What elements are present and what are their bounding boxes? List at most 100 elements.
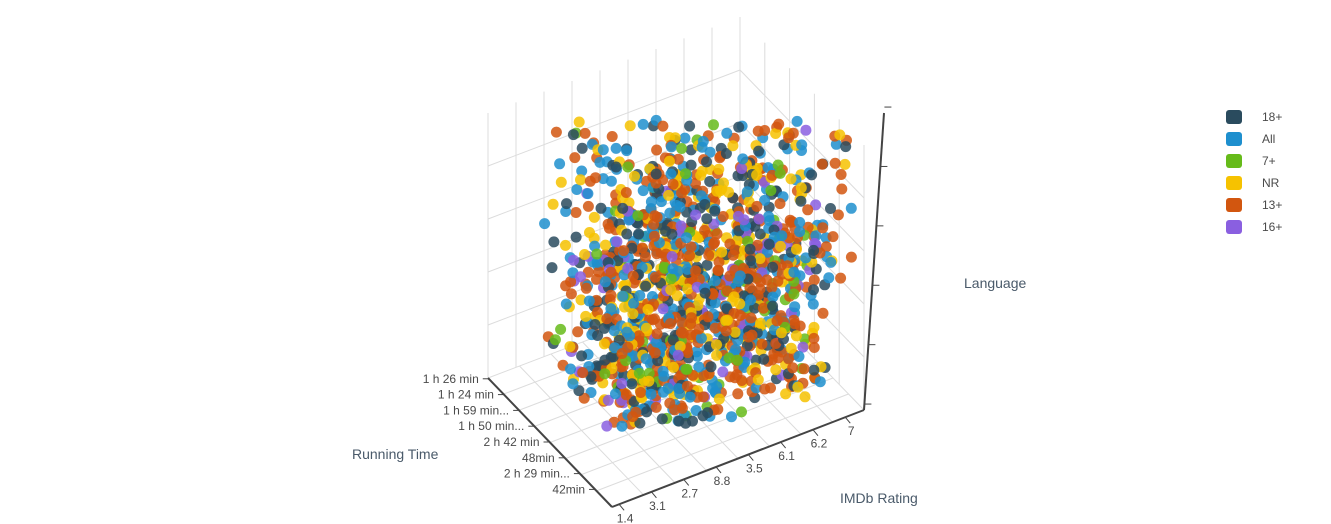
legend-label: 16+ — [1262, 220, 1283, 234]
scatter-point-13plus — [711, 228, 723, 240]
scatter-point-18plus — [701, 259, 713, 271]
scatter-point-all — [594, 156, 606, 168]
scatter-point-nr — [752, 374, 764, 386]
scatter-point-13plus — [649, 210, 661, 222]
scatter-point-all — [794, 226, 806, 238]
scatter-point-all — [665, 141, 677, 153]
scatter-point-18plus — [650, 168, 662, 180]
scatter-point-13plus — [618, 245, 630, 257]
scatter-point-13plus — [572, 326, 584, 338]
legend-swatch — [1226, 220, 1242, 234]
scatter-point-nr — [716, 246, 728, 258]
scatter-point-18plus — [749, 302, 761, 314]
scatter-point-all — [767, 291, 779, 303]
scatter-point-all — [617, 290, 629, 302]
scatter-point-13plus — [772, 275, 784, 287]
scatter-point-all — [732, 275, 744, 287]
legend-item[interactable]: 16+ — [1226, 216, 1282, 238]
scatter-point-13plus — [771, 315, 783, 327]
scatter-point-nr — [775, 240, 786, 252]
scatter-point-16plus — [753, 213, 765, 225]
legend-label: 18+ — [1262, 110, 1283, 124]
scatter-point-all — [759, 194, 771, 206]
scatter-point-all — [825, 256, 837, 268]
scatter-point-all — [655, 196, 667, 208]
scatter-point-18plus — [745, 255, 757, 267]
scatter-point-13plus — [693, 323, 705, 335]
legend-item[interactable]: 7+ — [1226, 150, 1282, 172]
imdb-tick — [812, 429, 819, 436]
scatter-point-13plus — [651, 328, 663, 340]
scatter-point-nr — [624, 120, 636, 132]
legend-item[interactable]: 18+ — [1226, 106, 1282, 128]
legend-item[interactable]: All — [1226, 128, 1282, 150]
scatter-point-13plus — [717, 211, 729, 222]
scatter-point-16plus — [810, 199, 822, 211]
scatter-point-all — [599, 276, 611, 288]
scatter-point-13plus — [616, 348, 628, 359]
y-axis-title: IMDb Rating — [840, 490, 918, 506]
scatter-point-13plus — [752, 125, 764, 137]
scatter-point-all — [793, 351, 805, 362]
scatter-point-13plus — [579, 127, 591, 139]
scatter-point-18plus — [567, 129, 579, 141]
scatter-point-18plus — [610, 161, 622, 173]
scatter-point-nr — [723, 186, 734, 198]
scatter-point-all — [637, 185, 649, 197]
scatter-point-all — [658, 370, 670, 382]
scatter-point-13plus — [787, 362, 799, 374]
scatter-point-13plus — [783, 353, 794, 365]
scatter-point-16plus — [602, 394, 614, 406]
scatter-point-13plus — [620, 389, 632, 401]
scatter-point-nr — [584, 227, 595, 238]
scatter-point-13plus — [709, 322, 721, 334]
legend-item[interactable]: NR — [1226, 172, 1282, 194]
scatter-point-all — [745, 294, 757, 306]
scatter-point-13plus — [712, 403, 724, 415]
scatter-point-13plus — [649, 230, 660, 242]
legend-label: 13+ — [1262, 198, 1283, 212]
scatter-point-nr — [785, 173, 797, 185]
scatter-point-18plus — [699, 199, 711, 210]
imdb-tick-label: 7 — [848, 424, 855, 438]
scatter-point-13plus — [773, 118, 785, 130]
scatter-point-nr — [674, 341, 686, 352]
scatter-point-18plus — [667, 334, 679, 346]
scatter-point-7plus — [799, 333, 811, 345]
scatter-point-13plus — [606, 131, 618, 142]
scatter-point-16plus — [601, 420, 613, 432]
scatter-point-all — [637, 118, 649, 130]
scatter-point-nr — [754, 253, 766, 265]
scatter-point-nr — [640, 322, 652, 334]
scatter-point-all — [597, 144, 609, 156]
scatter-point-16plus — [657, 303, 669, 315]
imdb-tick-label: 6.2 — [811, 437, 828, 451]
scatter-point-nr — [663, 155, 675, 167]
scatter-point-13plus — [802, 204, 814, 216]
scatter-point-13plus — [798, 363, 810, 375]
scatter-point-13plus — [648, 218, 660, 230]
scatter-point-13plus — [835, 272, 847, 284]
scatter-point-7plus — [643, 367, 655, 379]
scatter-point-all — [576, 165, 588, 177]
scatter-point-7plus — [732, 354, 743, 366]
scatter-point-13plus — [603, 222, 615, 234]
scatter-point-18plus — [767, 300, 779, 312]
scatter-point-13plus — [620, 187, 632, 198]
scatter-point-7plus — [676, 143, 688, 154]
scatter-point-13plus — [676, 317, 688, 329]
running-time-tick-label: 1 h 50 min... — [458, 419, 524, 433]
scatter-point-13plus — [684, 250, 696, 262]
scatter-point-18plus — [621, 228, 633, 240]
scatter-point-7plus — [765, 185, 777, 196]
scatter-point-all — [814, 376, 826, 388]
scatter-point-13plus — [580, 282, 592, 294]
scatter-point-13plus — [650, 401, 662, 413]
scatter-point-13plus — [827, 231, 839, 243]
legend-item[interactable]: 13+ — [1226, 194, 1282, 216]
scatter-point-18plus — [825, 203, 836, 214]
scatter-point-13plus — [808, 342, 820, 353]
